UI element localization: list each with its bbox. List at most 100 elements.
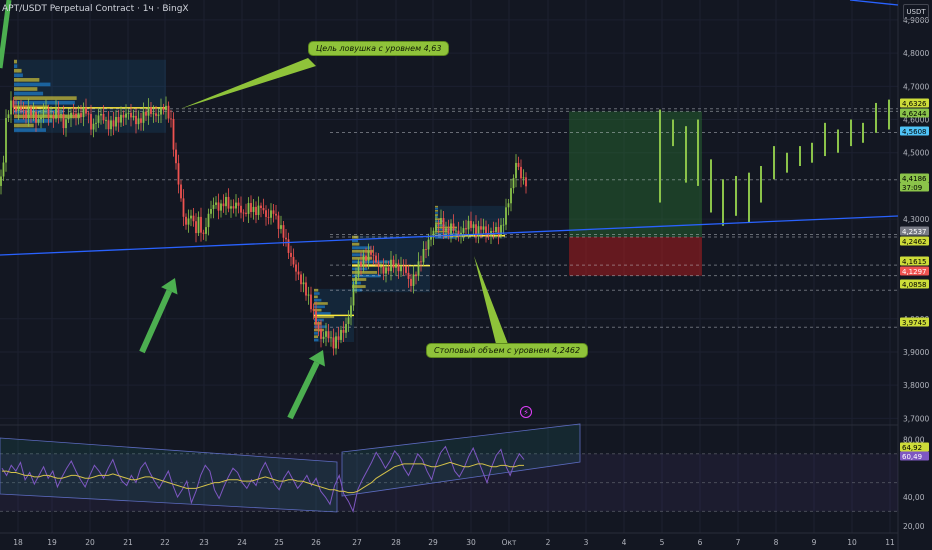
candle-body — [297, 271, 300, 275]
candle-body — [350, 305, 352, 318]
candle-body — [387, 267, 390, 272]
candle-body — [510, 188, 512, 204]
price-label: 4,6326 — [902, 100, 927, 108]
profile-bar — [435, 205, 438, 208]
candle-body — [180, 184, 182, 199]
candle-body — [495, 227, 497, 233]
price-tick: 4,6000 — [903, 116, 929, 125]
projection-bars — [659, 99, 890, 226]
price-label: 3,9745 — [902, 319, 927, 327]
candle-body — [147, 107, 150, 116]
candle-body — [82, 107, 85, 118]
profile-bar — [314, 315, 335, 319]
candle-body — [452, 223, 455, 231]
profile-bar — [314, 292, 320, 295]
stop-volume-callout: Стоповый объем с уровнем 4,2462 — [426, 343, 589, 358]
trendline[interactable] — [0, 0, 899, 256]
candle-body — [380, 266, 382, 268]
rsi-channel-right — [341, 423, 581, 497]
lightning-glyph: ⚡ — [523, 408, 529, 417]
candle-body — [72, 112, 75, 114]
candle-body — [152, 113, 155, 115]
price-label: 4,1297 — [902, 268, 927, 276]
candle-body — [260, 205, 262, 209]
candle-body — [360, 261, 362, 267]
price-tick: 4,5000 — [903, 149, 929, 158]
candle-body — [472, 224, 475, 228]
profile-bar — [352, 239, 359, 243]
time-tick: 9 — [812, 538, 817, 547]
candle-body — [255, 206, 257, 216]
candle-body — [445, 228, 447, 231]
candle-body — [192, 215, 195, 222]
profile-bar — [352, 249, 374, 253]
candle-body — [525, 177, 527, 187]
profile-bar — [14, 64, 18, 68]
candle-body — [285, 237, 287, 240]
candle-body — [327, 331, 330, 339]
candle-body — [242, 212, 245, 214]
candle-body — [145, 111, 147, 116]
time-tick: 11 — [885, 538, 895, 547]
candle-body — [377, 262, 380, 267]
profile-bar — [435, 214, 438, 216]
candle-body — [267, 216, 270, 218]
candle-body — [195, 221, 197, 234]
candle-body — [465, 228, 467, 230]
time-tick: 26 — [311, 538, 321, 547]
candle-body — [342, 329, 345, 333]
candle-body — [425, 248, 427, 250]
candle-body — [157, 114, 160, 116]
candle-body — [5, 118, 7, 163]
candle-body — [357, 261, 360, 277]
candle-body — [312, 309, 315, 311]
time-tick: 22 — [160, 538, 170, 547]
candle-body — [127, 112, 130, 114]
rsi-channel-left — [0, 437, 338, 513]
profile-bar — [352, 253, 365, 257]
price-label: 4,4186 — [902, 175, 927, 183]
candle-body — [337, 336, 340, 340]
time-tick: 18 — [13, 538, 23, 547]
profile-bar — [314, 298, 322, 302]
candle-body — [492, 230, 495, 233]
profile-bar — [435, 224, 446, 227]
time-tick: 30 — [466, 538, 476, 547]
profile-bar — [14, 73, 23, 78]
stop-callout-pointer — [474, 256, 508, 344]
candle-body — [122, 114, 125, 118]
price-tick: 4,9000 — [903, 16, 929, 25]
candle-body — [520, 166, 522, 179]
time-axis: 18 19 20 21 22 23 24 25 26 27 28 29 30 Окт 2 3 4 5 6 7 8 9 10 1… — [13, 538, 895, 547]
profile-bar — [14, 114, 81, 119]
profile-bar — [352, 246, 371, 250]
candle-body — [15, 107, 17, 112]
profile-bar — [435, 207, 438, 210]
candle-body — [407, 272, 410, 279]
candle-body — [282, 225, 285, 238]
candle-body — [505, 207, 507, 225]
candle-body — [42, 109, 45, 118]
price-label: 4,0858 — [902, 281, 927, 289]
candle-body — [370, 251, 372, 255]
candle-body — [227, 196, 230, 209]
candle-body — [517, 162, 520, 167]
currency-button[interactable]: USDT — [903, 4, 929, 20]
rsi-ma-line — [2, 461, 524, 494]
candle-body — [345, 323, 347, 333]
price-label-bg — [900, 279, 929, 289]
price-label-bg — [900, 126, 929, 136]
rsi-tick: 20,00 — [903, 522, 925, 531]
candle-body — [110, 120, 112, 130]
candle-body — [262, 208, 265, 211]
candle-body — [335, 336, 337, 349]
candle-body — [265, 210, 267, 217]
candle-body — [365, 255, 367, 261]
candle-body — [90, 114, 92, 130]
candle-body — [382, 266, 385, 274]
candle-body — [75, 113, 77, 118]
profile-bar — [435, 220, 445, 223]
candle-body — [165, 105, 167, 111]
